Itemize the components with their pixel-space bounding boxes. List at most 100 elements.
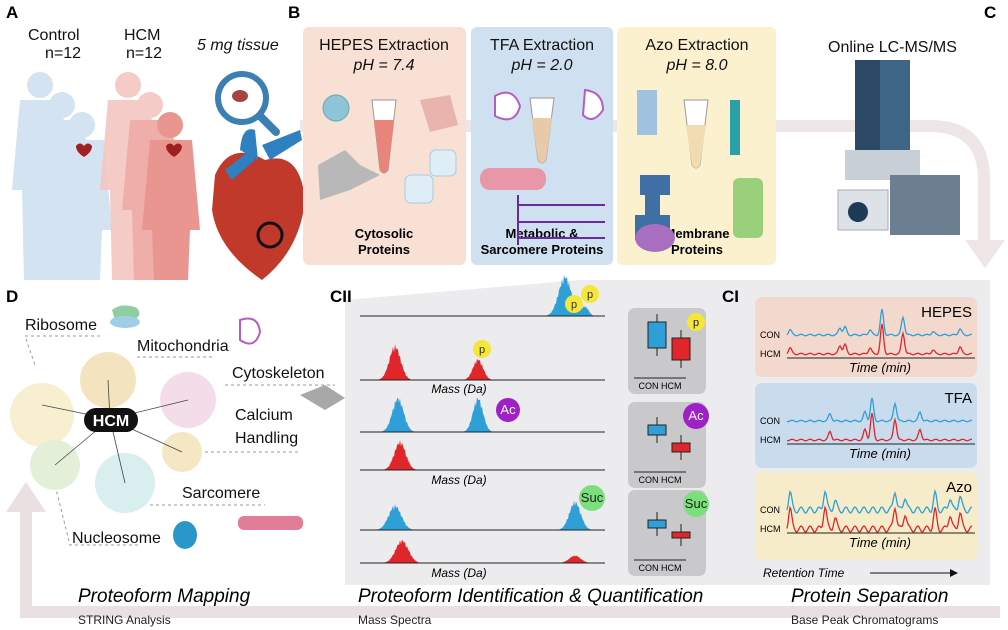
mapping-title: Proteoform Mapping — [78, 586, 251, 607]
method-label: HEPES — [921, 304, 972, 321]
ptm-badge — [565, 295, 583, 313]
trace-label: CON — [760, 505, 780, 515]
mass-axis-label: Mass (Da) — [431, 382, 486, 396]
control-label: Control — [28, 27, 80, 44]
tfa-result-2: Sarcomere Proteins — [481, 242, 604, 257]
sep-subtitle: Base Peak Chromatograms — [791, 613, 938, 627]
hcm-label: HCM — [124, 27, 160, 44]
mitochondria-icon — [494, 91, 522, 121]
node-ribosome: Ribosome — [25, 317, 97, 334]
trace-label: HCM — [760, 524, 781, 534]
spectrum-hcm — [360, 539, 605, 563]
ptm-label: p — [571, 299, 577, 311]
retention-time-label: Retention Time — [763, 566, 845, 580]
boxplot-hcm — [671, 442, 691, 453]
ptm-badge — [579, 485, 605, 511]
ident-title: Proteoform Identification & Quantificati… — [358, 586, 703, 607]
node-sarcomere: Sarcomere — [182, 485, 260, 502]
panel-d: HCM Ribosome Mitochondria Cytoskeleton C… — [10, 305, 345, 549]
sarcomere-icon — [480, 168, 546, 190]
ribosome-icon — [112, 305, 140, 320]
hcm-node-label: HCM — [93, 413, 129, 430]
tfa-title: TFA Extraction — [490, 37, 594, 54]
chromatogram-panel — [755, 383, 977, 468]
boxplot-hcm — [671, 337, 691, 361]
mitochondria-icon — [581, 88, 605, 120]
ptm-label: Suc — [685, 496, 708, 511]
boxplot-con — [647, 519, 667, 529]
trace-con — [786, 488, 973, 514]
ptm-badge — [496, 398, 520, 422]
ptm-badge — [581, 285, 599, 303]
boxplot-xlabels: CON HCM — [639, 381, 682, 391]
membrane-protein-icon — [635, 175, 670, 240]
node-mitochondria: Mitochondria — [137, 338, 229, 355]
sep-title: Protein Separation — [791, 586, 948, 607]
node-nucleosome: Nucleosome — [72, 530, 161, 547]
panel-label-d: D — [6, 287, 18, 306]
ptm-badge — [687, 313, 705, 331]
myofilament-icon — [517, 195, 605, 245]
ptm-badge — [683, 491, 709, 517]
tfa-ph: pH = 2.0 — [511, 57, 573, 74]
ribosome-icon — [110, 316, 140, 328]
tissue-label: 5 mg tissue — [197, 37, 279, 54]
azo-ph: pH = 8.0 — [666, 57, 728, 74]
panel-label-a: A — [6, 3, 18, 22]
arrow-head-icon — [950, 569, 958, 577]
trace-con — [786, 308, 973, 337]
sarcomere-icon — [238, 516, 303, 530]
boxplot-xlabels: CON HCM — [639, 475, 682, 485]
workflow-arrow — [6, 120, 1005, 618]
spectrum-con — [360, 397, 605, 432]
cell-icon — [420, 95, 458, 132]
ptm-label: p — [587, 289, 593, 301]
boxplot-con — [647, 321, 667, 349]
trace-hcm — [786, 323, 973, 356]
azo-result-2: Proteins — [671, 242, 723, 257]
boxplots: CON HCM p CON HCM Ac CON HCM Suc — [628, 308, 709, 576]
trace-label: CON — [760, 416, 780, 426]
tube-icon — [683, 99, 709, 169]
ptm-label: Ac — [688, 408, 704, 423]
ident-subtitle: Mass Spectra — [358, 613, 432, 627]
membrane-protein-icon — [635, 224, 675, 252]
spectrum-con — [360, 500, 605, 530]
mass-axis-label: Mass (Da) — [431, 473, 486, 487]
panel-label-c: C — [984, 3, 996, 22]
ptm-label: Ac — [500, 402, 516, 417]
node-cytoskeleton: Cytoskeleton — [232, 365, 325, 382]
hepes-result-1: Cytosolic — [355, 226, 414, 241]
trace-hcm — [786, 413, 973, 442]
heart-icon — [76, 143, 92, 157]
ptm-badge — [683, 403, 709, 429]
cytoskeleton-icon — [300, 385, 345, 410]
hcm-silhouettes — [100, 72, 200, 280]
node-handling: Handling — [235, 430, 298, 447]
fibroblast-icon — [318, 150, 380, 200]
heart-icon — [166, 143, 182, 157]
heart-illustration — [212, 129, 305, 280]
trace-label: HCM — [760, 435, 781, 445]
panel-label-ci: CI — [722, 287, 739, 306]
mapping-subtitle: STRING Analysis — [78, 613, 171, 627]
boxplot-xlabels: CON HCM — [639, 563, 682, 573]
panel-a: Control n=12 HCM n=12 5 mg tissue — [12, 27, 305, 280]
chromatogram-panel — [755, 472, 977, 560]
mass-axis-label: Mass (Da) — [431, 566, 486, 580]
trace-con — [786, 397, 973, 423]
panel-label-b: B — [288, 3, 300, 22]
time-axis-label: Time (min) — [849, 446, 911, 461]
tube-icon — [371, 99, 397, 174]
hcm-n: n=12 — [126, 45, 162, 62]
ptm-label: Suc — [581, 490, 604, 505]
control-n: n=12 — [45, 45, 81, 62]
membrane-protein-icon — [733, 178, 763, 238]
hepes-title: HEPES Extraction — [319, 37, 449, 54]
trace-hcm — [786, 505, 973, 533]
hepes-ph: pH = 7.4 — [353, 57, 415, 74]
cell-icon — [404, 174, 434, 204]
panel-label-cii: CII — [330, 287, 352, 306]
